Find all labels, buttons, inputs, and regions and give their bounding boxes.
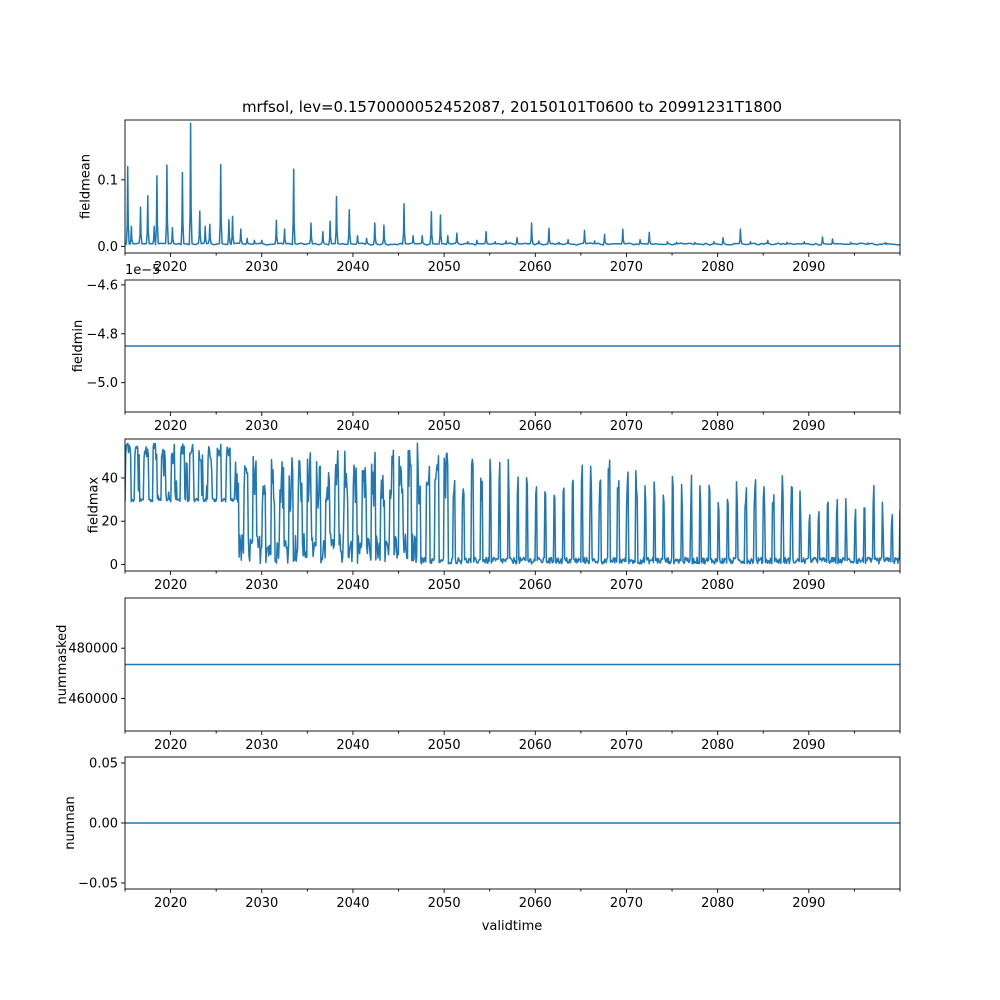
- panel-fieldmax: 2020 2030 2040 2050 2060 2070 2080 209002040fie…: [86, 438, 901, 593]
- y-tick-label-fieldmax: 40: [101, 471, 118, 486]
- x-tick-label-fieldmax: 2090: [792, 578, 825, 593]
- x-tick-label-fieldmax: 2070: [610, 578, 643, 593]
- x-tick-label-fieldmean: 2050: [428, 260, 461, 275]
- x-tick-label-nummasked: 2020: [154, 738, 187, 753]
- x-tick-label-numnan: 2070: [610, 896, 643, 911]
- x-tick-label-numnan: 2090: [792, 896, 825, 911]
- y-tick-label-nummasked: 460000: [68, 692, 118, 707]
- series-line-fieldmax: [125, 442, 900, 565]
- x-tick-label-fieldmin: 2090: [792, 419, 825, 434]
- x-tick-label-fieldmean: 2030: [245, 260, 278, 275]
- x-tick-label-nummasked: 2040: [336, 738, 369, 753]
- axes-frame-fieldmean: [124, 119, 901, 254]
- y-tick-label-fieldmean: 0.0: [97, 240, 118, 255]
- x-tick-label-fieldmin: 2020: [154, 419, 187, 434]
- axes-frame-fieldmin: [124, 279, 901, 413]
- y-tick-label-fieldmax: 0: [110, 558, 118, 573]
- x-tick-label-fieldmin: 2040: [336, 419, 369, 434]
- y-axis-label-nummasked: nummasked: [55, 625, 70, 705]
- x-tick-label-fieldmean: 2070: [610, 260, 643, 275]
- x-tick-label-fieldmax: 2060: [519, 578, 552, 593]
- x-tick-label-fieldmin: 2050: [428, 419, 461, 434]
- x-tick-label-fieldmin: 2060: [519, 419, 552, 434]
- x-tick-label-numnan: 2030: [245, 896, 278, 911]
- x-tick-label-fieldmean: 2090: [792, 260, 825, 275]
- panel-fieldmin: 2020 2030 2040 2050 2060 2070 2080 2090 −5.0 −4.8…: [71, 263, 901, 434]
- x-tick-label-nummasked: 2050: [428, 738, 461, 753]
- x-tick-label-nummasked: 2030: [245, 738, 278, 753]
- x-tick-label-fieldmax: 2020: [154, 578, 187, 593]
- y-axis-label-numnan: numnan: [63, 796, 78, 850]
- x-tick-label-nummasked: 2060: [519, 738, 552, 753]
- x-tick-label-fieldmean: 2080: [701, 260, 734, 275]
- y-tick-label-fieldmax: 20: [101, 515, 118, 530]
- x-tick-label-fieldmax: 2030: [245, 578, 278, 593]
- x-tick-label-numnan: 2060: [519, 896, 552, 911]
- x-tick-label-numnan: 2040: [336, 896, 369, 911]
- y-tick-label-nummasked: 480000: [68, 642, 118, 657]
- panel-numnan: 2020 2030 2040 2050 2060 2070 2080 2090 −0.05 0.0…: [63, 757, 901, 911]
- x-tick-label-numnan: 2020: [154, 896, 187, 911]
- y-tick-label-fieldmin: −4.8: [86, 327, 118, 342]
- chart-title: mrfsol, lev=0.1570000052452087, 20150101…: [242, 98, 782, 116]
- x-tick-label-fieldmean: 2020: [154, 260, 187, 275]
- x-tick-label-fieldmax: 2050: [428, 578, 461, 593]
- x-tick-label-numnan: 2080: [701, 896, 734, 911]
- x-tick-label-numnan: 2050: [428, 896, 461, 911]
- y-tick-label-fieldmin: −5.0: [86, 376, 118, 391]
- panels-group: 2020 2030 2040 2050 2060 2070 2080 20900.00.1fi…: [55, 119, 901, 911]
- x-tick-label-nummasked: 2070: [610, 738, 643, 753]
- x-tick-label-fieldmean: 2060: [519, 260, 552, 275]
- y-tick-label-fieldmean: 0.1: [97, 173, 118, 188]
- x-tick-label-nummasked: 2090: [792, 738, 825, 753]
- y-tick-label-numnan: 0.05: [89, 757, 118, 772]
- y-tick-label-numnan: −0.05: [78, 877, 118, 892]
- axes-frame-fieldmax: [124, 438, 901, 572]
- x-tick-label-fieldmin: 2030: [245, 419, 278, 434]
- x-tick-label-fieldmin: 2080: [701, 419, 734, 434]
- y-tick-label-fieldmin: −4.6: [86, 278, 118, 293]
- x-tick-label-fieldmax: 2040: [336, 578, 369, 593]
- y-axis-label-fieldmax: fieldmax: [86, 477, 101, 534]
- axes-frame-nummasked: [124, 597, 901, 732]
- y-axis-label-fieldmean: fieldmean: [79, 154, 94, 219]
- panel-fieldmean: 2020 2030 2040 2050 2060 2070 2080 2090 0.0 0.1fi…: [79, 119, 901, 275]
- x-axis-label: validtime: [482, 919, 543, 934]
- offset-text-fieldmin: 1e−5: [125, 263, 160, 278]
- x-tick-label-fieldmean: 2040: [336, 260, 369, 275]
- x-tick-label-fieldmax: 2080: [701, 578, 734, 593]
- x-tick-label-nummasked: 2080: [701, 738, 734, 753]
- y-tick-label-numnan: 0.00: [89, 817, 118, 832]
- x-tick-label-fieldmin: 2070: [610, 419, 643, 434]
- panel-nummasked: 2020 2030 2040 2050 2060 2070 2080 2090 460000 48…: [55, 597, 901, 753]
- y-axis-label-fieldmin: fieldmin: [71, 320, 86, 373]
- series-line-fieldmean: [125, 122, 900, 246]
